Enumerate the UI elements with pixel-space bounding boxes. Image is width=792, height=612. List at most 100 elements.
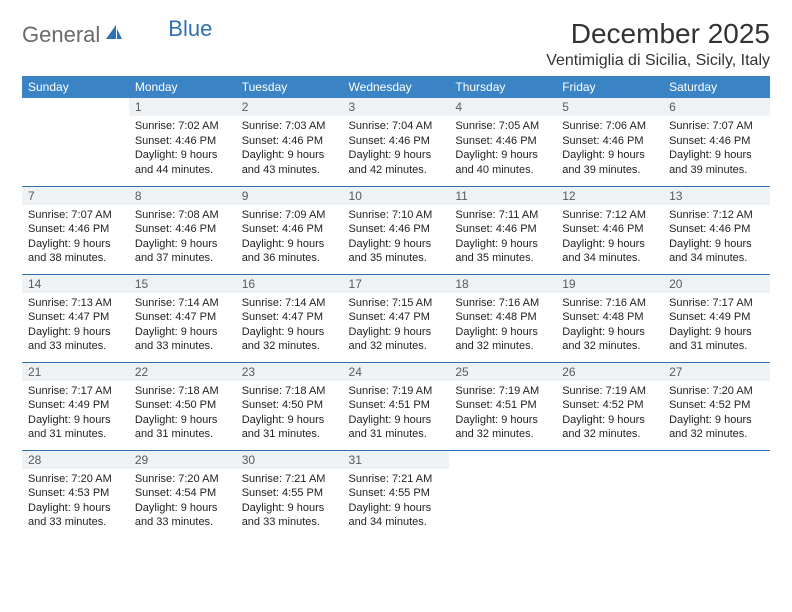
calendar-week-row: 14Sunrise: 7:13 AMSunset: 4:47 PMDayligh… xyxy=(22,274,770,362)
calendar-cell: 11Sunrise: 7:11 AMSunset: 4:46 PMDayligh… xyxy=(449,186,556,274)
day-number: 11 xyxy=(449,187,556,205)
day-number: 30 xyxy=(236,451,343,469)
calendar-week-row: 7Sunrise: 7:07 AMSunset: 4:46 PMDaylight… xyxy=(22,186,770,274)
location: Ventimiglia di Sicilia, Sicily, Italy xyxy=(546,52,770,70)
day-header: Saturday xyxy=(663,76,770,98)
calendar-cell: 8Sunrise: 7:08 AMSunset: 4:46 PMDaylight… xyxy=(129,186,236,274)
day-details: Sunrise: 7:20 AMSunset: 4:53 PMDaylight:… xyxy=(22,469,129,536)
day-header: Monday xyxy=(129,76,236,98)
day-number: 18 xyxy=(449,275,556,293)
day-details: Sunrise: 7:13 AMSunset: 4:47 PMDaylight:… xyxy=(22,293,129,360)
day-details: Sunrise: 7:11 AMSunset: 4:46 PMDaylight:… xyxy=(449,205,556,272)
day-number: 8 xyxy=(129,187,236,205)
calendar-cell: 31Sunrise: 7:21 AMSunset: 4:55 PMDayligh… xyxy=(343,450,450,538)
day-header: Sunday xyxy=(22,76,129,98)
day-details: Sunrise: 7:17 AMSunset: 4:49 PMDaylight:… xyxy=(663,293,770,360)
day-number: 24 xyxy=(343,363,450,381)
day-details: Sunrise: 7:09 AMSunset: 4:46 PMDaylight:… xyxy=(236,205,343,272)
calendar-week-row: .1Sunrise: 7:02 AMSunset: 4:46 PMDayligh… xyxy=(22,98,770,186)
day-number: 14 xyxy=(22,275,129,293)
calendar-cell: 3Sunrise: 7:04 AMSunset: 4:46 PMDaylight… xyxy=(343,98,450,186)
calendar-cell: 4Sunrise: 7:05 AMSunset: 4:46 PMDaylight… xyxy=(449,98,556,186)
calendar-cell: 14Sunrise: 7:13 AMSunset: 4:47 PMDayligh… xyxy=(22,274,129,362)
day-number: 5 xyxy=(556,98,663,116)
calendar-cell: 17Sunrise: 7:15 AMSunset: 4:47 PMDayligh… xyxy=(343,274,450,362)
day-number: 10 xyxy=(343,187,450,205)
day-details: Sunrise: 7:08 AMSunset: 4:46 PMDaylight:… xyxy=(129,205,236,272)
day-number: 27 xyxy=(663,363,770,381)
day-details: Sunrise: 7:17 AMSunset: 4:49 PMDaylight:… xyxy=(22,381,129,448)
calendar-table: SundayMondayTuesdayWednesdayThursdayFrid… xyxy=(22,76,770,538)
day-number: 26 xyxy=(556,363,663,381)
day-number: 20 xyxy=(663,275,770,293)
day-number: 6 xyxy=(663,98,770,116)
day-number: 28 xyxy=(22,451,129,469)
calendar-cell: . xyxy=(449,450,556,538)
day-number: 1 xyxy=(129,98,236,116)
logo: General Blue xyxy=(22,18,212,48)
calendar-cell: . xyxy=(22,98,129,186)
day-number: 15 xyxy=(129,275,236,293)
calendar-cell: 22Sunrise: 7:18 AMSunset: 4:50 PMDayligh… xyxy=(129,362,236,450)
calendar-cell: 7Sunrise: 7:07 AMSunset: 4:46 PMDaylight… xyxy=(22,186,129,274)
day-details: Sunrise: 7:04 AMSunset: 4:46 PMDaylight:… xyxy=(343,116,450,183)
day-number: 21 xyxy=(22,363,129,381)
day-details: Sunrise: 7:07 AMSunset: 4:46 PMDaylight:… xyxy=(663,116,770,183)
header: General Blue December 2025 Ventimiglia d… xyxy=(22,18,770,70)
day-details: Sunrise: 7:16 AMSunset: 4:48 PMDaylight:… xyxy=(449,293,556,360)
day-details: Sunrise: 7:12 AMSunset: 4:46 PMDaylight:… xyxy=(663,205,770,272)
day-details: Sunrise: 7:06 AMSunset: 4:46 PMDaylight:… xyxy=(556,116,663,183)
calendar-cell: 25Sunrise: 7:19 AMSunset: 4:51 PMDayligh… xyxy=(449,362,556,450)
day-number: 3 xyxy=(343,98,450,116)
day-number: 22 xyxy=(129,363,236,381)
day-number: 2 xyxy=(236,98,343,116)
day-header: Tuesday xyxy=(236,76,343,98)
calendar-cell: 20Sunrise: 7:17 AMSunset: 4:49 PMDayligh… xyxy=(663,274,770,362)
calendar-cell: 12Sunrise: 7:12 AMSunset: 4:46 PMDayligh… xyxy=(556,186,663,274)
calendar-cell: 6Sunrise: 7:07 AMSunset: 4:46 PMDaylight… xyxy=(663,98,770,186)
day-details: Sunrise: 7:20 AMSunset: 4:54 PMDaylight:… xyxy=(129,469,236,536)
calendar-cell: 1Sunrise: 7:02 AMSunset: 4:46 PMDaylight… xyxy=(129,98,236,186)
day-details: Sunrise: 7:15 AMSunset: 4:47 PMDaylight:… xyxy=(343,293,450,360)
day-details: Sunrise: 7:10 AMSunset: 4:46 PMDaylight:… xyxy=(343,205,450,272)
day-details: Sunrise: 7:07 AMSunset: 4:46 PMDaylight:… xyxy=(22,205,129,272)
day-details: Sunrise: 7:05 AMSunset: 4:46 PMDaylight:… xyxy=(449,116,556,183)
logo-sail-icon xyxy=(104,23,124,48)
day-number: 31 xyxy=(343,451,450,469)
calendar-cell: 15Sunrise: 7:14 AMSunset: 4:47 PMDayligh… xyxy=(129,274,236,362)
day-header: Wednesday xyxy=(343,76,450,98)
calendar-cell: 9Sunrise: 7:09 AMSunset: 4:46 PMDaylight… xyxy=(236,186,343,274)
calendar-cell: . xyxy=(556,450,663,538)
day-header: Friday xyxy=(556,76,663,98)
day-number: 25 xyxy=(449,363,556,381)
day-details: Sunrise: 7:14 AMSunset: 4:47 PMDaylight:… xyxy=(129,293,236,360)
day-number: 12 xyxy=(556,187,663,205)
title-block: December 2025 Ventimiglia di Sicilia, Si… xyxy=(546,18,770,70)
calendar-cell: 24Sunrise: 7:19 AMSunset: 4:51 PMDayligh… xyxy=(343,362,450,450)
day-number: 17 xyxy=(343,275,450,293)
calendar-cell: 5Sunrise: 7:06 AMSunset: 4:46 PMDaylight… xyxy=(556,98,663,186)
calendar-cell: 19Sunrise: 7:16 AMSunset: 4:48 PMDayligh… xyxy=(556,274,663,362)
day-header: Thursday xyxy=(449,76,556,98)
logo-text-general: General xyxy=(22,22,100,48)
calendar-week-row: 21Sunrise: 7:17 AMSunset: 4:49 PMDayligh… xyxy=(22,362,770,450)
day-details: Sunrise: 7:12 AMSunset: 4:46 PMDaylight:… xyxy=(556,205,663,272)
day-details: Sunrise: 7:14 AMSunset: 4:47 PMDaylight:… xyxy=(236,293,343,360)
day-number: 7 xyxy=(22,187,129,205)
day-details: Sunrise: 7:21 AMSunset: 4:55 PMDaylight:… xyxy=(236,469,343,536)
day-number: 9 xyxy=(236,187,343,205)
day-number: 4 xyxy=(449,98,556,116)
day-details: Sunrise: 7:18 AMSunset: 4:50 PMDaylight:… xyxy=(129,381,236,448)
calendar-cell: 26Sunrise: 7:19 AMSunset: 4:52 PMDayligh… xyxy=(556,362,663,450)
calendar-header-row: SundayMondayTuesdayWednesdayThursdayFrid… xyxy=(22,76,770,98)
day-details: Sunrise: 7:19 AMSunset: 4:52 PMDaylight:… xyxy=(556,381,663,448)
calendar-cell: . xyxy=(663,450,770,538)
day-details: Sunrise: 7:02 AMSunset: 4:46 PMDaylight:… xyxy=(129,116,236,183)
day-details: Sunrise: 7:18 AMSunset: 4:50 PMDaylight:… xyxy=(236,381,343,448)
day-details: Sunrise: 7:03 AMSunset: 4:46 PMDaylight:… xyxy=(236,116,343,183)
calendar-cell: 30Sunrise: 7:21 AMSunset: 4:55 PMDayligh… xyxy=(236,450,343,538)
day-details: Sunrise: 7:16 AMSunset: 4:48 PMDaylight:… xyxy=(556,293,663,360)
calendar-week-row: 28Sunrise: 7:20 AMSunset: 4:53 PMDayligh… xyxy=(22,450,770,538)
calendar-cell: 29Sunrise: 7:20 AMSunset: 4:54 PMDayligh… xyxy=(129,450,236,538)
day-details: Sunrise: 7:19 AMSunset: 4:51 PMDaylight:… xyxy=(343,381,450,448)
